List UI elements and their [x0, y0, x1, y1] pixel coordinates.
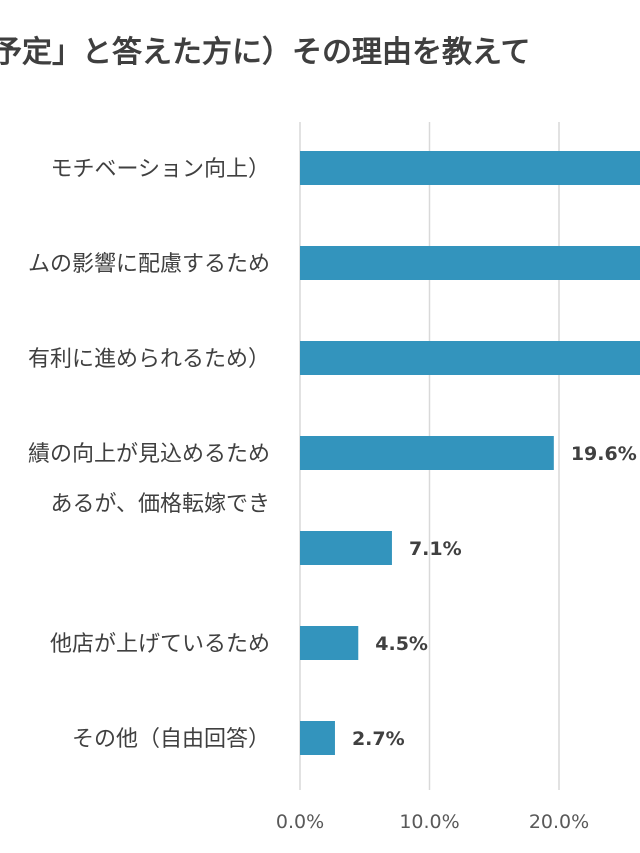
bar-3 [300, 436, 554, 470]
data-label-5: 4.5% [375, 633, 428, 655]
chart-title: 予定」と答えた方に）その理由を教えて [0, 35, 531, 70]
bar-2 [300, 341, 640, 375]
data-label-6: 2.7% [352, 728, 405, 750]
x-tick-label-0: 0.0% [276, 811, 324, 833]
bar-0 [300, 151, 640, 185]
category-label-3: 績の向上が見込めるため [28, 442, 270, 467]
bar-1 [300, 246, 640, 280]
data-labels: 19.6% 7.1% 4.5% 2.7% [352, 443, 637, 750]
category-label-1: ムの影響に配慮するため [28, 252, 270, 277]
data-label-3: 19.6% [571, 443, 637, 465]
bar-6 [300, 721, 335, 755]
bars [300, 151, 640, 755]
category-label-2: 有利に進められるため） [28, 347, 270, 372]
data-label-4: 7.1% [409, 538, 462, 560]
x-tick-label-1: 10.0% [399, 811, 459, 833]
bar-5 [300, 626, 359, 660]
category-label-6: その他（自由回答） [72, 727, 270, 752]
x-axis-tick-labels: 0.0% 10.0% 20.0% [276, 811, 589, 833]
bar-4 [300, 531, 392, 565]
category-label-5: 他店が上げているため [50, 632, 270, 657]
category-label-4-line-0: あるが、価格転嫁でき [50, 492, 270, 517]
category-label-0: モチベーション向上） [50, 157, 270, 182]
x-tick-label-2: 20.0% [529, 811, 589, 833]
